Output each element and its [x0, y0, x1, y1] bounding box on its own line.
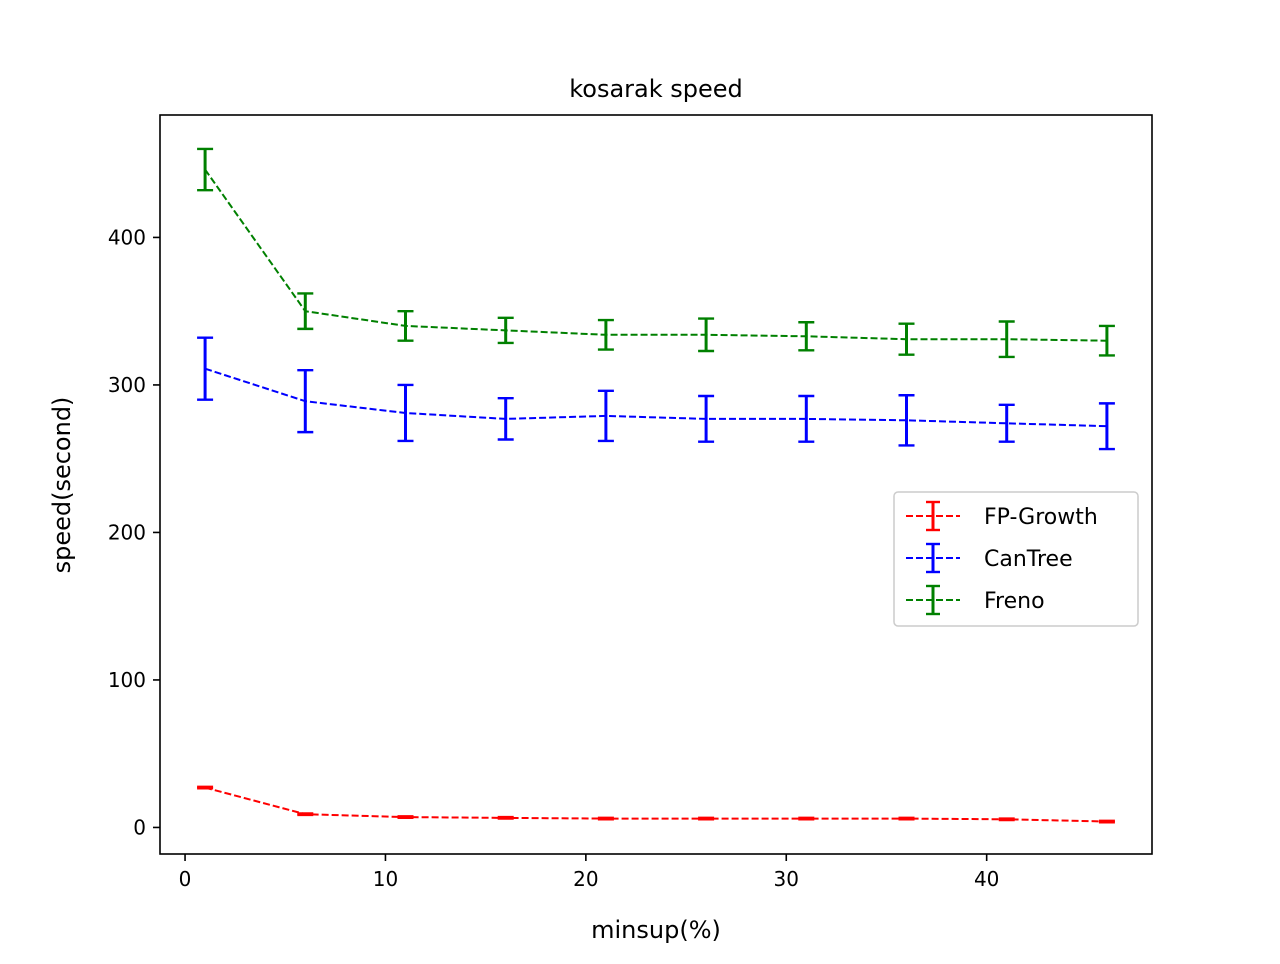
- y-axis-label: speed(second): [48, 397, 76, 574]
- series-fp-growth: [197, 785, 1115, 824]
- y-tick-label: 400: [108, 225, 146, 249]
- y-tick-label: 200: [108, 520, 146, 544]
- legend-box: [893, 491, 1139, 627]
- chart-title: kosarak speed: [569, 75, 743, 103]
- legend: FP-Growth CanTree Freno: [893, 491, 1139, 627]
- x-tick-label: 40: [974, 867, 999, 891]
- legend-label: FP-Growth: [984, 505, 1098, 530]
- legend-item: CanTree: [906, 542, 1073, 574]
- legend-label: CanTree: [984, 547, 1073, 572]
- x-tick-label: 30: [774, 867, 799, 891]
- series-cantree: [197, 336, 1115, 451]
- plot-layer: 0 10 20 30 400100200300400FP-GrowthCanTreeFr…: [108, 114, 1153, 891]
- x-tick-label: 10: [373, 867, 398, 891]
- legend-label: Freno: [984, 589, 1045, 614]
- y-tick-label: 0: [133, 815, 146, 839]
- series-line: [204, 169, 1107, 342]
- series-freno: [197, 147, 1115, 359]
- y-tick-label: 300: [108, 373, 146, 397]
- legend-item: Freno: [906, 584, 1045, 616]
- y-tick-label: 100: [108, 668, 146, 692]
- legend-item: FP-Growth: [906, 500, 1098, 532]
- x-tick-label: 20: [573, 867, 598, 891]
- plot-frame: [159, 114, 1153, 855]
- series-line: [204, 786, 1107, 823]
- x-axis-label: minsup(%): [591, 916, 721, 944]
- series-line: [204, 367, 1107, 428]
- x-tick-label: 0: [179, 867, 192, 891]
